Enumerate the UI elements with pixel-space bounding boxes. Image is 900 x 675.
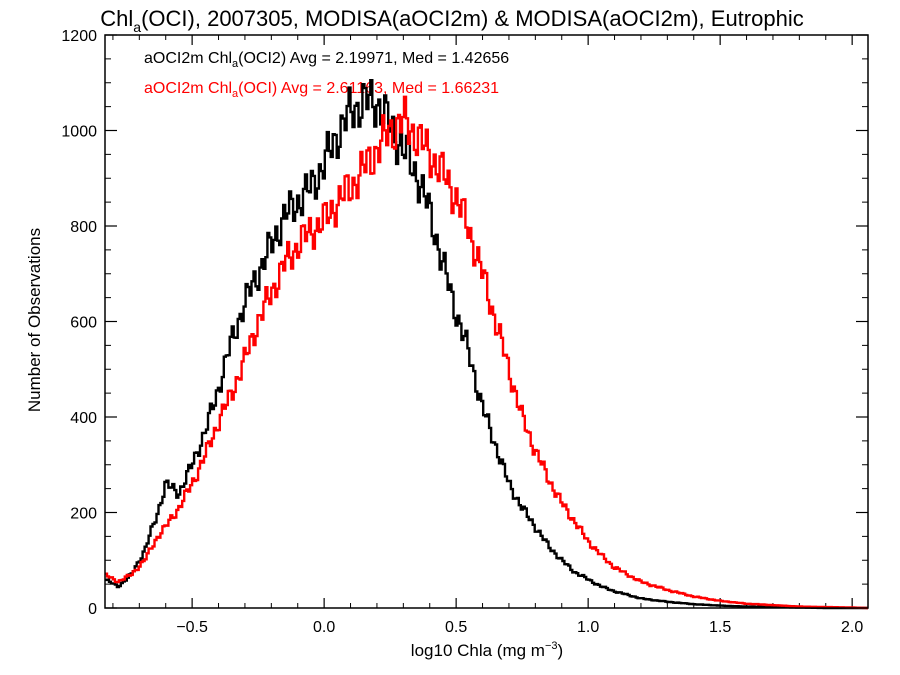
legend-1-post: (OCI2) Avg = 2.19971, Med = 1.42656 [238, 50, 509, 67]
x-axis-label-end: ) [558, 641, 564, 660]
x-axis-label: log10 Chla (mg m−3) [411, 640, 563, 660]
chart-title-prefix: Chl [100, 6, 133, 31]
series-oci-histogram [105, 95, 869, 610]
y-tick-label: 1000 [61, 124, 97, 141]
series-layer [105, 79, 869, 610]
legend-1-pre: aOCI2m Chl [144, 50, 232, 67]
y-tick-label: 800 [70, 219, 97, 236]
y-axis-label: Number of Observations [25, 228, 44, 412]
y-tick-label: 600 [70, 315, 97, 332]
x-axis-label-sup: −3 [545, 640, 558, 652]
x-tick-label: 1.0 [577, 619, 599, 636]
plot-frame [104, 34, 869, 609]
y-tick-label: 0 [88, 601, 97, 618]
legend-entry-ocı2: aOCI2m Chla(OCI2) Avg = 2.19971, Med = 1… [144, 50, 509, 70]
x-tick-label: −0.5 [176, 619, 208, 636]
x-tick-label: 1.5 [709, 619, 731, 636]
series-oci2-histogram [105, 79, 868, 610]
legend-2-sub: a [232, 88, 239, 100]
legend-1-sub: a [232, 58, 239, 70]
legend-2-pre: aOCI2m Chl [144, 80, 232, 97]
chart-title-subscript: a [133, 19, 141, 35]
y-tick-label: 400 [70, 410, 97, 427]
legend-2-post: (OCI) Avg = 2.61163, Med = 1.66231 [238, 80, 499, 97]
x-tick-label: 2.0 [841, 619, 863, 636]
x-axis-label-main: log10 Chla (mg m [411, 641, 545, 660]
x-tick-label: 0.5 [445, 619, 467, 636]
x-tick-label: 0.0 [313, 619, 335, 636]
chart-title-rest: (OCI), 2007305, MODISA(aOCI2m) & MODISA(… [141, 6, 804, 31]
legend-entry-oci: aOCI2m Chla(OCI) Avg = 2.61163, Med = 1.… [144, 80, 499, 100]
axis-ticks: −0.5 0.0 0.5 1.0 1.5 2.0 0 200 400 600 800 1000 1200 [61, 28, 868, 636]
y-tick-label: 1200 [61, 28, 97, 45]
y-tick-label: 200 [70, 506, 97, 523]
chart-title: Chla(OCI), 2007305, MODISA(aOCI2m) & MOD… [100, 6, 803, 35]
